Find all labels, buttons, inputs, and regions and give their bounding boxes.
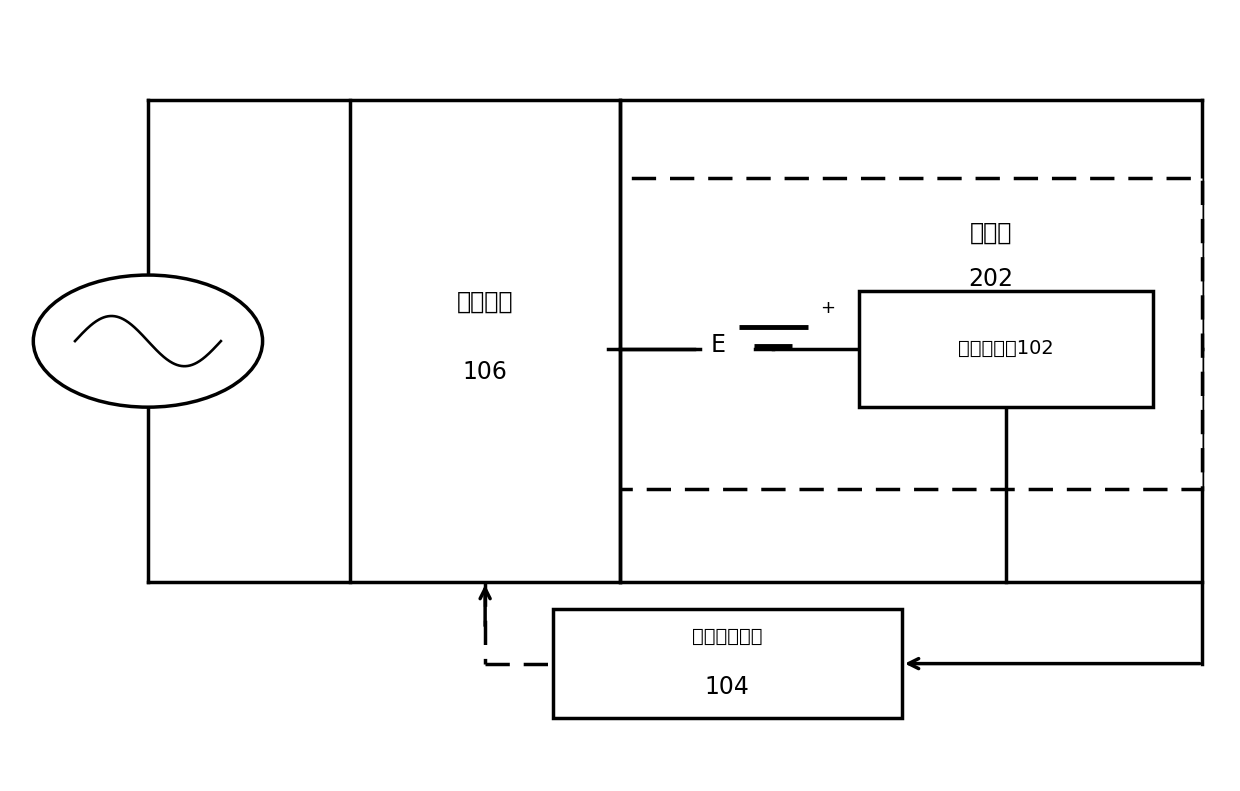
Text: 充电电路: 充电电路	[456, 290, 513, 314]
Bar	[608, 178, 1203, 489]
Text: +: +	[820, 300, 835, 317]
Text: 电池包: 电池包	[970, 221, 1012, 244]
Text: 106: 106	[463, 360, 507, 384]
Text: 电池管理装置: 电池管理装置	[692, 627, 763, 646]
Bar	[859, 290, 1153, 407]
Bar	[553, 609, 901, 718]
Text: E: E	[711, 333, 725, 357]
Bar	[350, 100, 620, 582]
Text: 温度传感器102: 温度传感器102	[959, 339, 1054, 358]
Ellipse shape	[33, 275, 263, 407]
Text: 202: 202	[968, 267, 1013, 291]
Text: 104: 104	[704, 675, 750, 699]
